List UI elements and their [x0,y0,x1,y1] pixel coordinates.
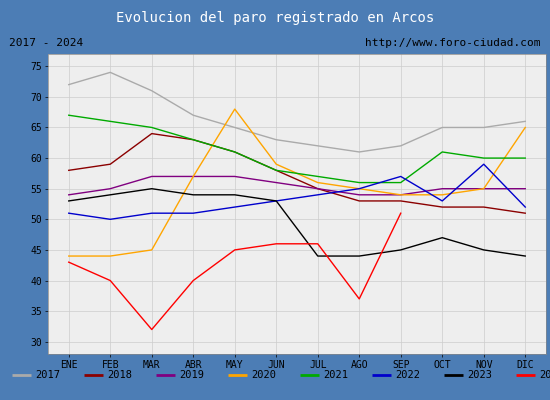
Text: 2018: 2018 [107,370,133,380]
Text: 2019: 2019 [179,370,205,380]
Text: 2023: 2023 [468,370,492,380]
Text: 2017: 2017 [35,370,60,380]
Text: 2024: 2024 [540,370,550,380]
Text: 2022: 2022 [395,370,421,380]
Text: 2020: 2020 [251,370,277,380]
Text: 2021: 2021 [323,370,349,380]
Text: Evolucion del paro registrado en Arcos: Evolucion del paro registrado en Arcos [116,11,434,25]
Text: http://www.foro-ciudad.com: http://www.foro-ciudad.com [365,38,541,48]
Text: 2017 - 2024: 2017 - 2024 [9,38,84,48]
